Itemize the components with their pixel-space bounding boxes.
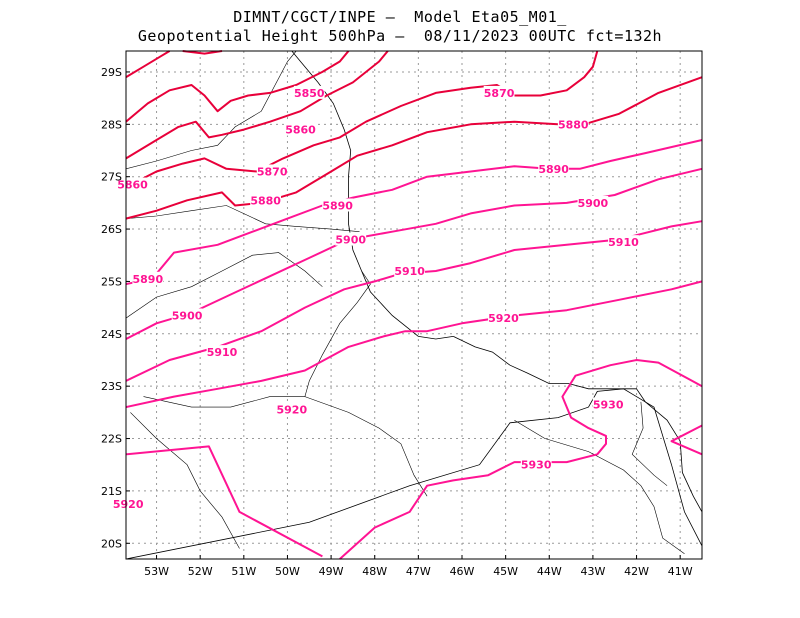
state-border-line xyxy=(304,396,428,497)
state-border-line xyxy=(130,412,240,549)
lon-tick-label: 52W xyxy=(188,565,213,578)
contour-line xyxy=(125,280,703,409)
lat-tick-label: 21S xyxy=(101,485,122,498)
contour-label: 5900 xyxy=(172,309,203,322)
contour-label-bg xyxy=(483,85,515,99)
contour-label-bg xyxy=(293,85,325,99)
contour-label-bg xyxy=(250,193,282,207)
contour-label-bg xyxy=(132,271,164,285)
contour-label-bg xyxy=(322,198,354,212)
coastline-line xyxy=(125,388,703,560)
lon-tick-label: 48W xyxy=(362,565,387,578)
contour-label: 5930 xyxy=(593,399,624,412)
contour-label-bg xyxy=(335,232,367,246)
longitude-ticks: 53W 52W 51W 50W 49W 48W 47W 46W 45W 44W 43W 42W 41W xyxy=(144,555,693,578)
title-line-1: DIMNT/CGCT/INPE – Model Eta05_M01_ xyxy=(233,8,567,26)
contour-lines xyxy=(125,50,703,560)
lat-tick-label: 22S xyxy=(101,433,122,446)
state-border-line xyxy=(125,50,297,170)
contour-label: 5880 xyxy=(250,194,281,207)
lon-tick-label: 46W xyxy=(450,565,475,578)
lat-tick-label: 26S xyxy=(101,223,122,236)
contour-label: 5920 xyxy=(277,404,308,417)
contour-label: 5910 xyxy=(608,236,639,249)
state-border-line xyxy=(125,205,360,232)
contour-label: 5870 xyxy=(484,87,515,100)
contour-label-bg xyxy=(394,263,426,277)
contour-label-bg xyxy=(608,235,639,249)
lat-tick-label: 27S xyxy=(101,171,122,184)
contour-label-bg xyxy=(117,177,148,191)
contour-label-bg xyxy=(577,195,609,209)
state-border-line xyxy=(514,419,685,555)
contour-label: 5890 xyxy=(538,163,569,176)
contour-label: 5920 xyxy=(488,312,519,325)
lon-tick-label: 44W xyxy=(537,565,562,578)
contour-label-bg xyxy=(171,308,203,322)
contour-labels: 5920 5930 5930 5920 5910 5920 5900 5910 5910 5890… xyxy=(112,85,639,511)
contour-label-bg xyxy=(538,161,570,175)
contour-label-bg xyxy=(285,122,316,136)
title-line-2: Geopotential Height 500hPa – 08/11/2023 … xyxy=(137,27,663,45)
lat-tick-label: 28S xyxy=(101,118,122,131)
coastline-line xyxy=(418,336,454,340)
contour-line xyxy=(670,424,703,456)
state-border-line xyxy=(125,252,323,319)
contour-line xyxy=(125,76,703,220)
lon-tick-label: 53W xyxy=(144,565,169,578)
lat-tick-label: 29S xyxy=(101,66,122,79)
contour-label: 5910 xyxy=(394,265,425,278)
lon-tick-label: 43W xyxy=(580,565,605,578)
lon-tick-label: 51W xyxy=(231,565,256,578)
contour-line xyxy=(125,445,323,558)
map-frame xyxy=(125,50,703,560)
contour-label: 5880 xyxy=(558,118,589,131)
latitude-ticks: 20S 21S 22S 23S 24S 25S 26S 27S 28S 29S xyxy=(101,66,130,550)
contour-line xyxy=(125,50,350,123)
lat-tick-label: 25S xyxy=(101,275,122,288)
contour-label-bg xyxy=(256,164,288,178)
contour-line xyxy=(182,50,223,55)
state-border-line xyxy=(631,401,668,486)
lat-tick-label: 20S xyxy=(101,537,122,550)
contour-label: 5910 xyxy=(207,346,238,359)
contour-label: 5890 xyxy=(133,273,164,286)
contour-label: 5930 xyxy=(521,459,552,472)
contour-label: 5860 xyxy=(285,124,316,137)
lon-tick-label: 50W xyxy=(275,565,300,578)
contour-line xyxy=(339,359,703,560)
contour-line xyxy=(125,50,599,189)
lon-tick-label: 41W xyxy=(668,565,693,578)
contour-label-bg xyxy=(520,457,552,471)
contour-label: 5900 xyxy=(578,197,609,210)
state-border-line xyxy=(143,270,371,408)
contour-label: 5900 xyxy=(335,234,366,247)
lat-tick-label: 24S xyxy=(101,328,122,341)
contour-label-bg xyxy=(112,497,144,511)
contour-label-bg xyxy=(557,117,589,131)
contour-label: 5850 xyxy=(294,87,325,100)
contour-label: 5890 xyxy=(322,199,353,212)
contour-label-bg xyxy=(592,397,624,411)
contour-label-bg xyxy=(276,402,308,416)
contour-line xyxy=(125,50,389,160)
contour-line xyxy=(125,50,171,79)
geography-lines xyxy=(125,50,703,560)
lon-tick-label: 45W xyxy=(493,565,518,578)
contour-line xyxy=(125,139,703,286)
coastline-line xyxy=(453,336,703,513)
grid-lines xyxy=(126,51,702,559)
contour-label-bg xyxy=(206,345,238,359)
contour-label: 5860 xyxy=(117,179,148,192)
contour-label: 5920 xyxy=(113,498,144,511)
lon-tick-label: 49W xyxy=(319,565,344,578)
contour-label-bg xyxy=(488,311,519,325)
contour-label: 5870 xyxy=(257,165,288,178)
lon-tick-label: 42W xyxy=(624,565,649,578)
lat-tick-label: 23S xyxy=(101,380,122,393)
lon-tick-label: 47W xyxy=(406,565,431,578)
